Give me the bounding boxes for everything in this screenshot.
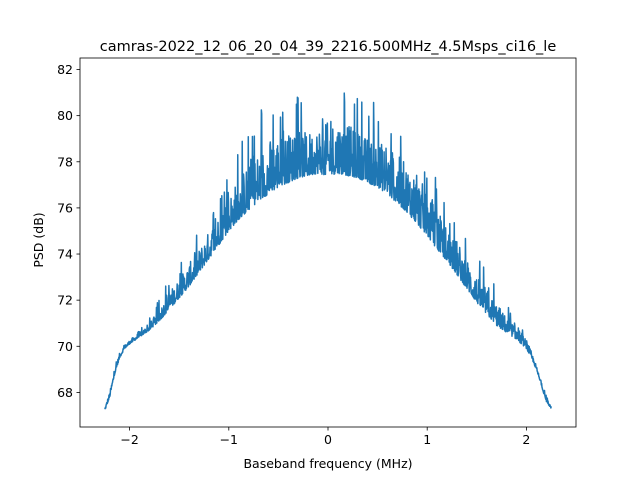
y-axis-label: PSD (dB) xyxy=(31,212,46,267)
y-tick-label: 74 xyxy=(57,247,73,262)
chart-title: camras-2022_12_06_20_04_39_2216.500MHz_4… xyxy=(100,39,557,55)
y-tick-label: 80 xyxy=(57,108,73,123)
x-tick-label: 1 xyxy=(423,432,431,447)
y-tick-label: 70 xyxy=(57,339,73,354)
psd-series-line xyxy=(104,92,552,410)
y-tick-label: 82 xyxy=(57,62,73,77)
y-tick-label: 78 xyxy=(57,154,73,169)
y-tick-label: 72 xyxy=(57,293,73,308)
x-tick-label: −1 xyxy=(220,432,238,447)
x-tick-label: 2 xyxy=(522,432,530,447)
y-tick-label: 68 xyxy=(57,385,73,400)
y-tick-label: 76 xyxy=(57,200,73,215)
x-tick-label: −2 xyxy=(120,432,138,447)
x-axis-label: Baseband frequency (MHz) xyxy=(243,456,412,471)
axes: −2 −1 0 1 2 68 70 72 74 76 78 80 82 xyxy=(57,57,577,447)
plot-area xyxy=(104,92,552,410)
x-tick-label: 0 xyxy=(324,432,332,447)
